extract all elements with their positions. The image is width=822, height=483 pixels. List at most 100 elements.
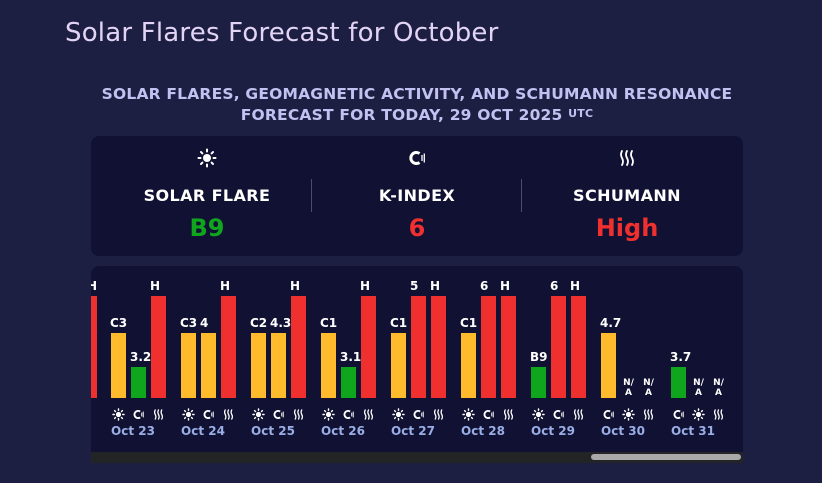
- flare-bar[interactable]: [111, 333, 126, 398]
- scrollbar-thumb[interactable]: [591, 454, 741, 460]
- timeline-chart[interactable]: H C3 3.2 H Oct 23 C3 4 H Oct 24 C2 4.3 H Oct 25 C1 3.…: [91, 266, 743, 463]
- magnet-icon: [202, 406, 215, 419]
- day-label: Oct 28: [461, 424, 505, 438]
- schumann-bar[interactable]: [571, 296, 586, 398]
- k-index-value: 6: [408, 214, 426, 242]
- flare-bar[interactable]: [251, 333, 266, 398]
- sun-icon: [182, 406, 195, 421]
- schumann-bar-label: H: [150, 279, 161, 293]
- day-label: Oct 24: [181, 424, 225, 438]
- kindex-na-label: N/A: [623, 378, 634, 398]
- flare-bar-label: C1: [320, 316, 338, 330]
- flare-bar[interactable]: [531, 367, 546, 398]
- kindex-na-label: N/A: [693, 378, 704, 398]
- schumann-waves-icon: [362, 406, 375, 420]
- schumann-waves-icon: [432, 406, 445, 420]
- kindex-bar[interactable]: [271, 333, 286, 398]
- flare-bar[interactable]: [321, 333, 336, 398]
- sun-icon: [622, 406, 635, 421]
- kindex-bar[interactable]: [411, 296, 426, 398]
- schumann-bar-label: H: [290, 279, 301, 293]
- magnet-icon: [132, 406, 145, 419]
- magnet-icon: [552, 406, 565, 419]
- flare-bar-label: C1: [460, 316, 478, 330]
- forecast-heading-line2: FORECAST FOR TODAY, 29 OCT 2025 UTC: [91, 105, 743, 127]
- schumann-bar[interactable]: [221, 296, 236, 398]
- kindex-bar[interactable]: [131, 367, 146, 398]
- sun-icon: [112, 406, 125, 421]
- schumann-waves-icon: [572, 406, 585, 420]
- horizontal-scrollbar[interactable]: [91, 452, 743, 463]
- timezone-label: UTC: [568, 107, 594, 120]
- forecast-heading: SOLAR FLARES, GEOMAGNETIC ACTIVITY, AND …: [91, 84, 743, 127]
- sun-icon: [462, 406, 475, 421]
- kindex-bar[interactable]: [481, 296, 496, 398]
- divider: [521, 179, 522, 212]
- kindex-bar-label: 4: [200, 316, 209, 330]
- schumann-bar[interactable]: [151, 296, 166, 398]
- day-column: C1 5 H Oct 27: [390, 266, 461, 463]
- schumann-bar-label: H: [570, 279, 581, 293]
- schumann-bar[interactable]: [431, 296, 446, 398]
- day-label: Oct 26: [321, 424, 365, 438]
- day-column: 4.7 N/A N/A Oct 30: [600, 266, 671, 463]
- flare-bar[interactable]: [671, 367, 686, 398]
- kindex-bar-label: 6: [480, 279, 489, 293]
- day-column: 3.7 N/A N/A Oct 31: [670, 266, 741, 463]
- schumann-bar-label: H: [360, 279, 371, 293]
- divider: [311, 179, 312, 212]
- flare-bar-label: C1: [390, 316, 408, 330]
- magnet-icon: [482, 406, 495, 419]
- flare-bar-label: C3: [110, 316, 128, 330]
- summary-schumann: SCHUMANN High: [522, 136, 732, 256]
- schumann-bar-label: H: [430, 279, 441, 293]
- flare-bar[interactable]: [601, 333, 616, 398]
- partial-bar: [91, 296, 97, 398]
- day-label: Oct 30: [601, 424, 645, 438]
- flare-bar[interactable]: [181, 333, 196, 398]
- forecast-date: FORECAST FOR TODAY, 29 OCT 2025: [240, 106, 563, 124]
- schumann-waves-icon: [292, 406, 305, 420]
- magnet-icon: [602, 406, 615, 419]
- day-column: C1 6 H Oct 28: [460, 266, 531, 463]
- day-label: Oct 29: [531, 424, 575, 438]
- sun-icon: [392, 406, 405, 421]
- sun-icon: [102, 148, 312, 170]
- schumann-waves-icon: [502, 406, 515, 420]
- day-label: Oct 31: [671, 424, 715, 438]
- flare-bar[interactable]: [461, 333, 476, 398]
- flare-bar[interactable]: [391, 333, 406, 398]
- summary-label: K-INDEX: [378, 186, 456, 205]
- kindex-bar-label: 3.2: [130, 350, 152, 364]
- schumann-waves-icon: [642, 406, 655, 420]
- day-column: B9 6 H Oct 29: [530, 266, 601, 463]
- schumann-bar[interactable]: [361, 296, 376, 398]
- schumann-bar-label: H: [500, 279, 511, 293]
- sun-icon: [252, 406, 265, 421]
- schumann-bar[interactable]: [501, 296, 516, 398]
- summary-k-index: K-INDEX 6: [312, 136, 522, 256]
- partial-bar-label: H: [91, 279, 98, 293]
- schumann-waves-icon: [222, 406, 235, 420]
- flare-bar-label: C3: [180, 316, 198, 330]
- summary-label: SCHUMANN: [573, 186, 681, 205]
- schumann-waves-icon: [522, 148, 732, 170]
- day-column: C1 3.1 H Oct 26: [320, 266, 391, 463]
- kindex-bar-label: 4.3: [270, 316, 292, 330]
- magnet-icon: [412, 406, 425, 419]
- kindex-bar[interactable]: [551, 296, 566, 398]
- sun-icon: [692, 406, 705, 421]
- magnet-icon: [312, 148, 522, 170]
- day-label: Oct 25: [251, 424, 295, 438]
- flare-bar-label: 3.7: [670, 350, 692, 364]
- page-title: Solar Flares Forecast for October: [65, 18, 499, 48]
- schumann-bar[interactable]: [291, 296, 306, 398]
- magnet-icon: [672, 406, 685, 419]
- flare-bar-label: C2: [250, 316, 268, 330]
- sun-icon: [532, 406, 545, 421]
- kindex-bar-label: 3.1: [340, 350, 362, 364]
- day-label: Oct 23: [111, 424, 155, 438]
- summary-label: SOLAR FLARE: [143, 186, 271, 205]
- kindex-bar[interactable]: [341, 367, 356, 398]
- kindex-bar[interactable]: [201, 333, 216, 398]
